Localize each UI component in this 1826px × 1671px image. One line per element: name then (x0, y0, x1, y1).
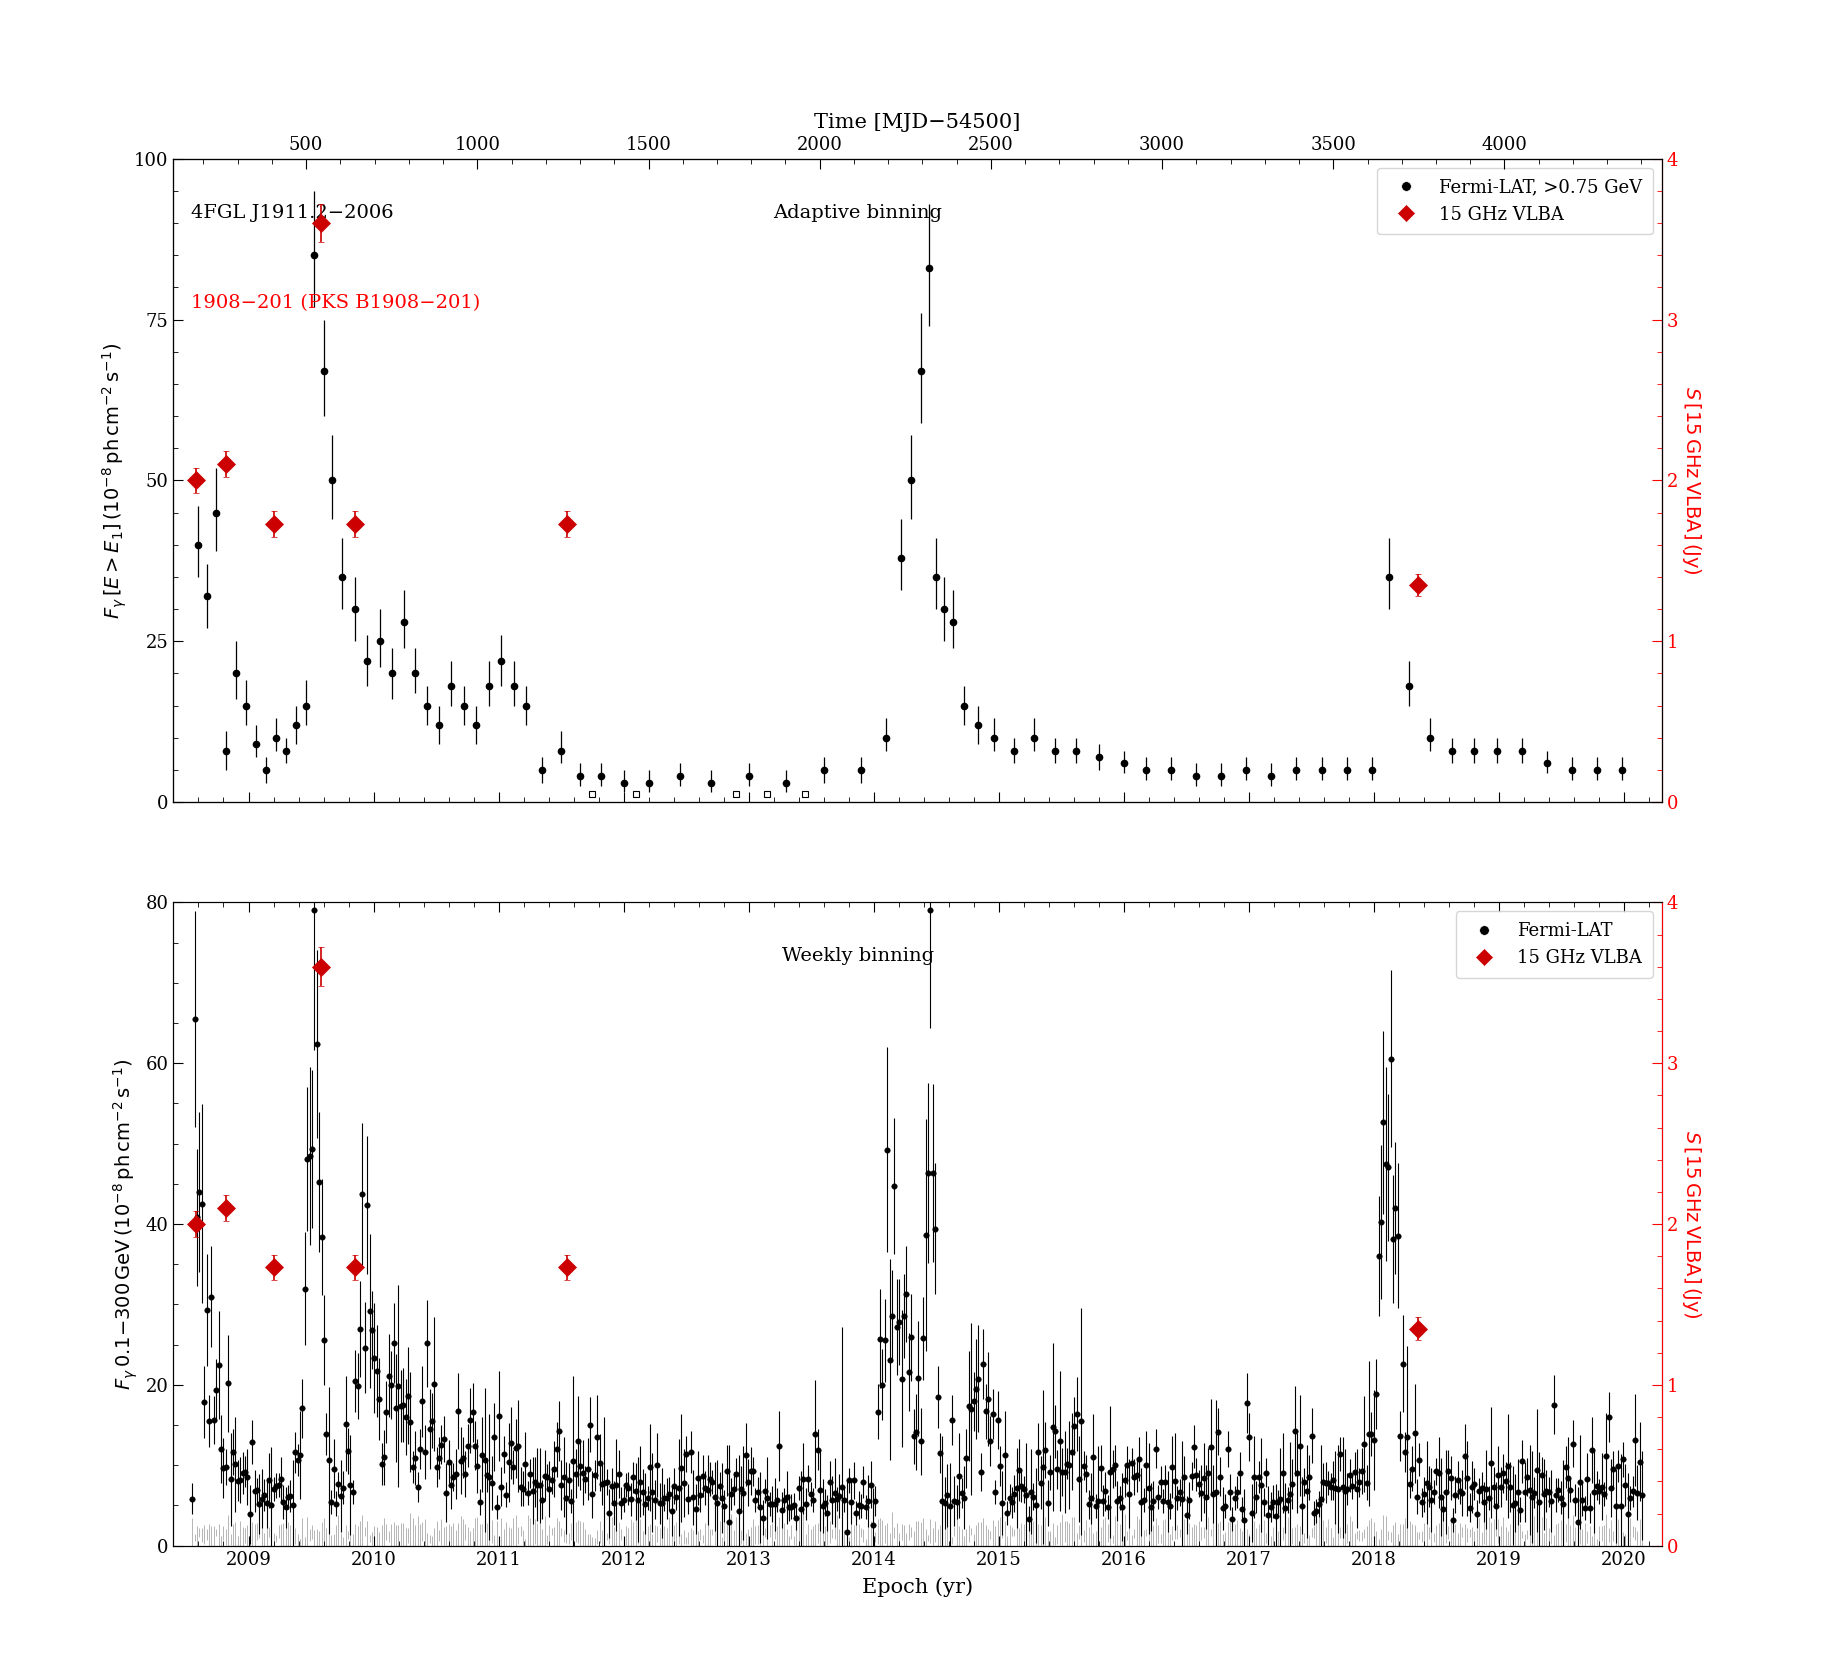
X-axis label: Epoch (yr): Epoch (yr) (862, 1577, 973, 1596)
Text: 1908−201 (PKS B1908−201): 1908−201 (PKS B1908−201) (192, 294, 480, 312)
Text: Weekly binning: Weekly binning (782, 947, 935, 966)
Y-axis label: $F_{\gamma}\,0.1{-}300\,\mathrm{GeV}\,(10^{-8}\,\mathrm{ph\,cm^{-2}\,s^{-1}})$: $F_{\gamma}\,0.1{-}300\,\mathrm{GeV}\,(1… (111, 1058, 141, 1390)
Legend: Fermi-LAT, >0.75 GeV, 15 GHz VLBA: Fermi-LAT, >0.75 GeV, 15 GHz VLBA (1377, 167, 1653, 234)
Y-axis label: $F_{\gamma}\,[E>E_1]\,(10^{-8}\,\mathrm{ph\,cm^{-2}\,s^{-1}})$: $F_{\gamma}\,[E>E_1]\,(10^{-8}\,\mathrm{… (100, 343, 128, 618)
X-axis label: Time [MJD−54500]: Time [MJD−54500] (814, 112, 1021, 132)
Y-axis label: $S\,[15\,\mathrm{GHz\,VLBA}]\,(\mathrm{Jy})$: $S\,[15\,\mathrm{GHz\,VLBA}]\,(\mathrm{J… (1680, 386, 1704, 575)
Y-axis label: $S\,[15\,\mathrm{GHz\,VLBA}]\,(\mathrm{Jy})$: $S\,[15\,\mathrm{GHz\,VLBA}]\,(\mathrm{J… (1680, 1130, 1704, 1318)
Text: Adaptive binning: Adaptive binning (774, 204, 942, 222)
Text: 4FGL J1911.2−2006: 4FGL J1911.2−2006 (192, 204, 394, 222)
Legend: Fermi-LAT, 15 GHz VLBA: Fermi-LAT, 15 GHz VLBA (1455, 911, 1653, 978)
